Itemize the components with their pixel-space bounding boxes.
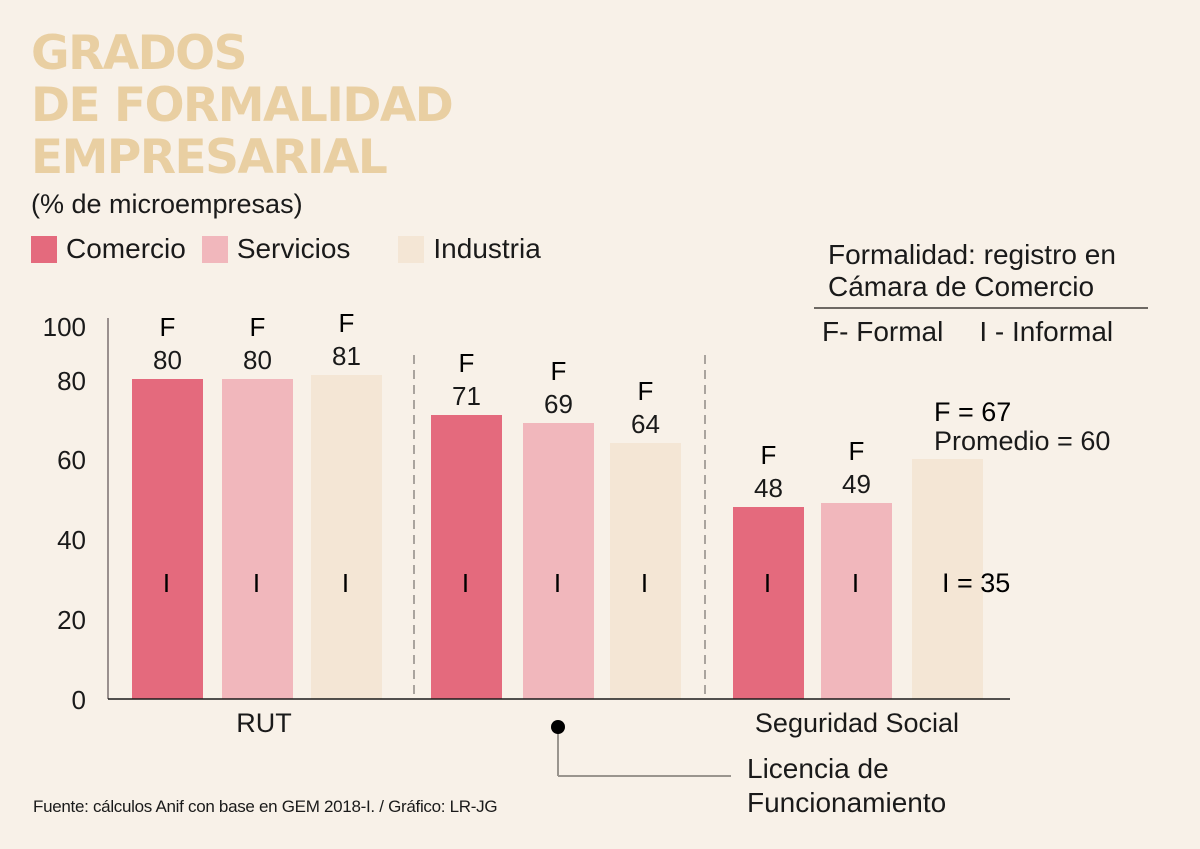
legend-item-comercio: Comercio [31,233,186,265]
y-tick-label: 20 [57,605,86,635]
legend-swatch-industria [398,235,425,263]
bar-value-label: 71 [452,381,481,411]
informal-marker: I [764,568,771,598]
legend-item-industria: Industria [398,233,541,265]
bar-value-label: 80 [243,345,272,375]
chart-subtitle: (% de microempresas) [31,189,303,219]
bars [132,375,983,699]
formal-marker: F [849,436,865,466]
annotation-promedio-60: Promedio = 60 [934,426,1110,456]
bar-comercio-0 [132,379,203,699]
legend-label: Comercio [66,233,186,264]
bar-value-label: 49 [842,469,871,499]
callout-line-2: Funcionamiento [747,787,947,818]
informal-marker: I [253,568,260,598]
formality-note: Formalidad: registro en Cámara de Comerc… [828,239,1116,303]
informal-marker: I [641,568,648,598]
formal-marker: F [160,312,176,342]
y-tick-label: 40 [57,525,86,555]
bar-industria-0 [311,375,382,699]
bar-comercio-1 [431,415,502,699]
legend-swatch-comercio [31,235,57,263]
title-line-1: GRADOS [31,26,247,81]
bar-value-label: 64 [631,409,660,439]
informal-marker: I [554,568,561,598]
legend-label: Industria [433,233,541,264]
formal-marker: F [638,376,654,406]
bar-servicios-2 [821,503,892,699]
informal-text: - Informal [994,316,1114,347]
y-axis-ticks: 0 20 40 60 80 100 [43,312,86,715]
x-category-label: Seguridad Social [755,708,959,738]
y-tick-label: 100 [43,312,86,342]
bar-value-label: 81 [332,341,361,371]
y-tick-label: 80 [57,366,86,396]
legend-label: Servicios [236,233,351,264]
bar-value-label: 80 [153,345,182,375]
formal-marker: F [551,356,567,386]
note-line-1: Formalidad: registro en [828,239,1116,270]
bar-value-label: 48 [754,473,783,503]
bar-value-label: 69 [544,389,573,419]
y-tick-label: 60 [57,445,86,475]
formal-informal-key: F- Formal I - Informal [822,316,1113,348]
callout-licencia-funcionamiento: Licencia de Funcionamiento [747,752,946,820]
x-category-label: RUT [236,708,292,738]
note-line-2: Cámara de Comercio [828,271,1095,302]
bar-industria-1 [610,443,681,699]
legend: Comercio Servicios Industria [31,233,557,265]
note-divider [814,307,1148,309]
title-line-3: EMPRESARIAL [31,130,388,185]
title-line-2: DE FORMALIDAD [31,78,454,133]
x-axis-categories: RUT Seguridad Social [236,708,959,738]
group-dividers [413,355,706,699]
callout-line-1: Licencia de [747,753,889,784]
legend-item-servicios: Servicios [201,233,351,265]
informal-key: I [979,316,988,347]
bar-servicios-1 [523,423,594,699]
chart-title: GRADOS DE FORMALIDAD EMPRESARIAL [31,26,454,185]
formal-marker: F [761,440,777,470]
formal-marker: F [250,312,266,342]
annotation-formal-67: F = 67 [934,397,1011,427]
formal-text: - Formal [839,316,944,347]
annotation-informal-35: I = 35 [942,568,1010,598]
formal-key: F [822,316,840,347]
informal-marker: I [163,568,170,598]
bar-servicios-0 [222,379,293,699]
informal-marker: I [462,568,469,598]
formal-marker: F [339,308,355,338]
y-tick-label: 0 [72,685,86,715]
source-note: Fuente: cálculos Anif con base en GEM 20… [33,797,498,816]
bar-industria-2 [912,459,983,699]
legend-swatch-servicios [201,235,228,263]
callout-connector [551,720,731,777]
informal-marker: I [342,568,349,598]
formal-marker: F [459,348,475,378]
bar-comercio-2 [733,507,804,699]
callout-dot [551,720,565,734]
informal-marker: I [852,568,859,598]
